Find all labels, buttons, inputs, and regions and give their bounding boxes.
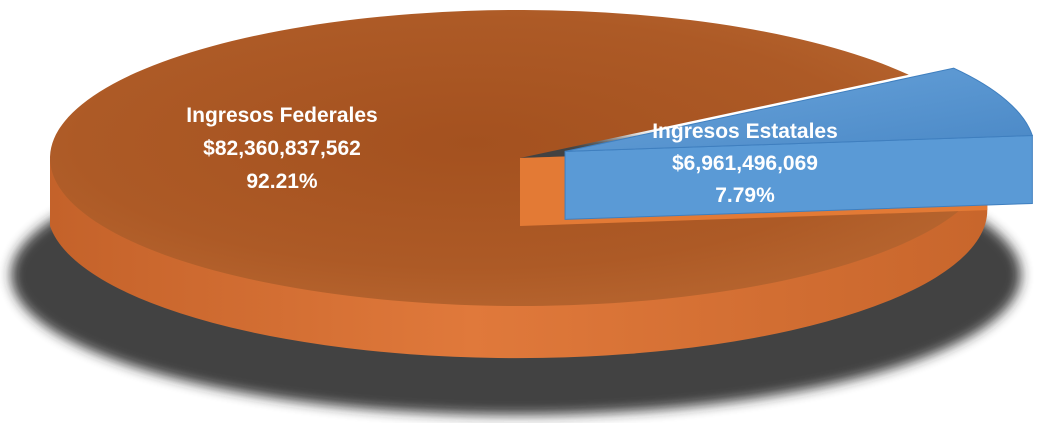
slice-federales [49, 9, 991, 306]
slice-federales-side [50, 142, 988, 359]
slice-estatales [564, 67, 1034, 152]
label-federales-percent: 92.21% [246, 170, 318, 193]
label-estatales-value: $6,961,496,069 [672, 152, 818, 175]
label-federales-value: $82,360,837,562 [203, 137, 361, 160]
label-federales: Ingresos Federales $82,360,837,562 92.21… [186, 104, 377, 193]
pie-body [49, 9, 1034, 359]
label-federales-name: Ingresos Federales [186, 104, 377, 127]
label-estatales: Ingresos Estatales $6,961,496,069 7.79% [652, 120, 838, 207]
label-estatales-percent: 7.79% [715, 184, 775, 207]
label-estatales-name: Ingresos Estatales [652, 120, 838, 143]
